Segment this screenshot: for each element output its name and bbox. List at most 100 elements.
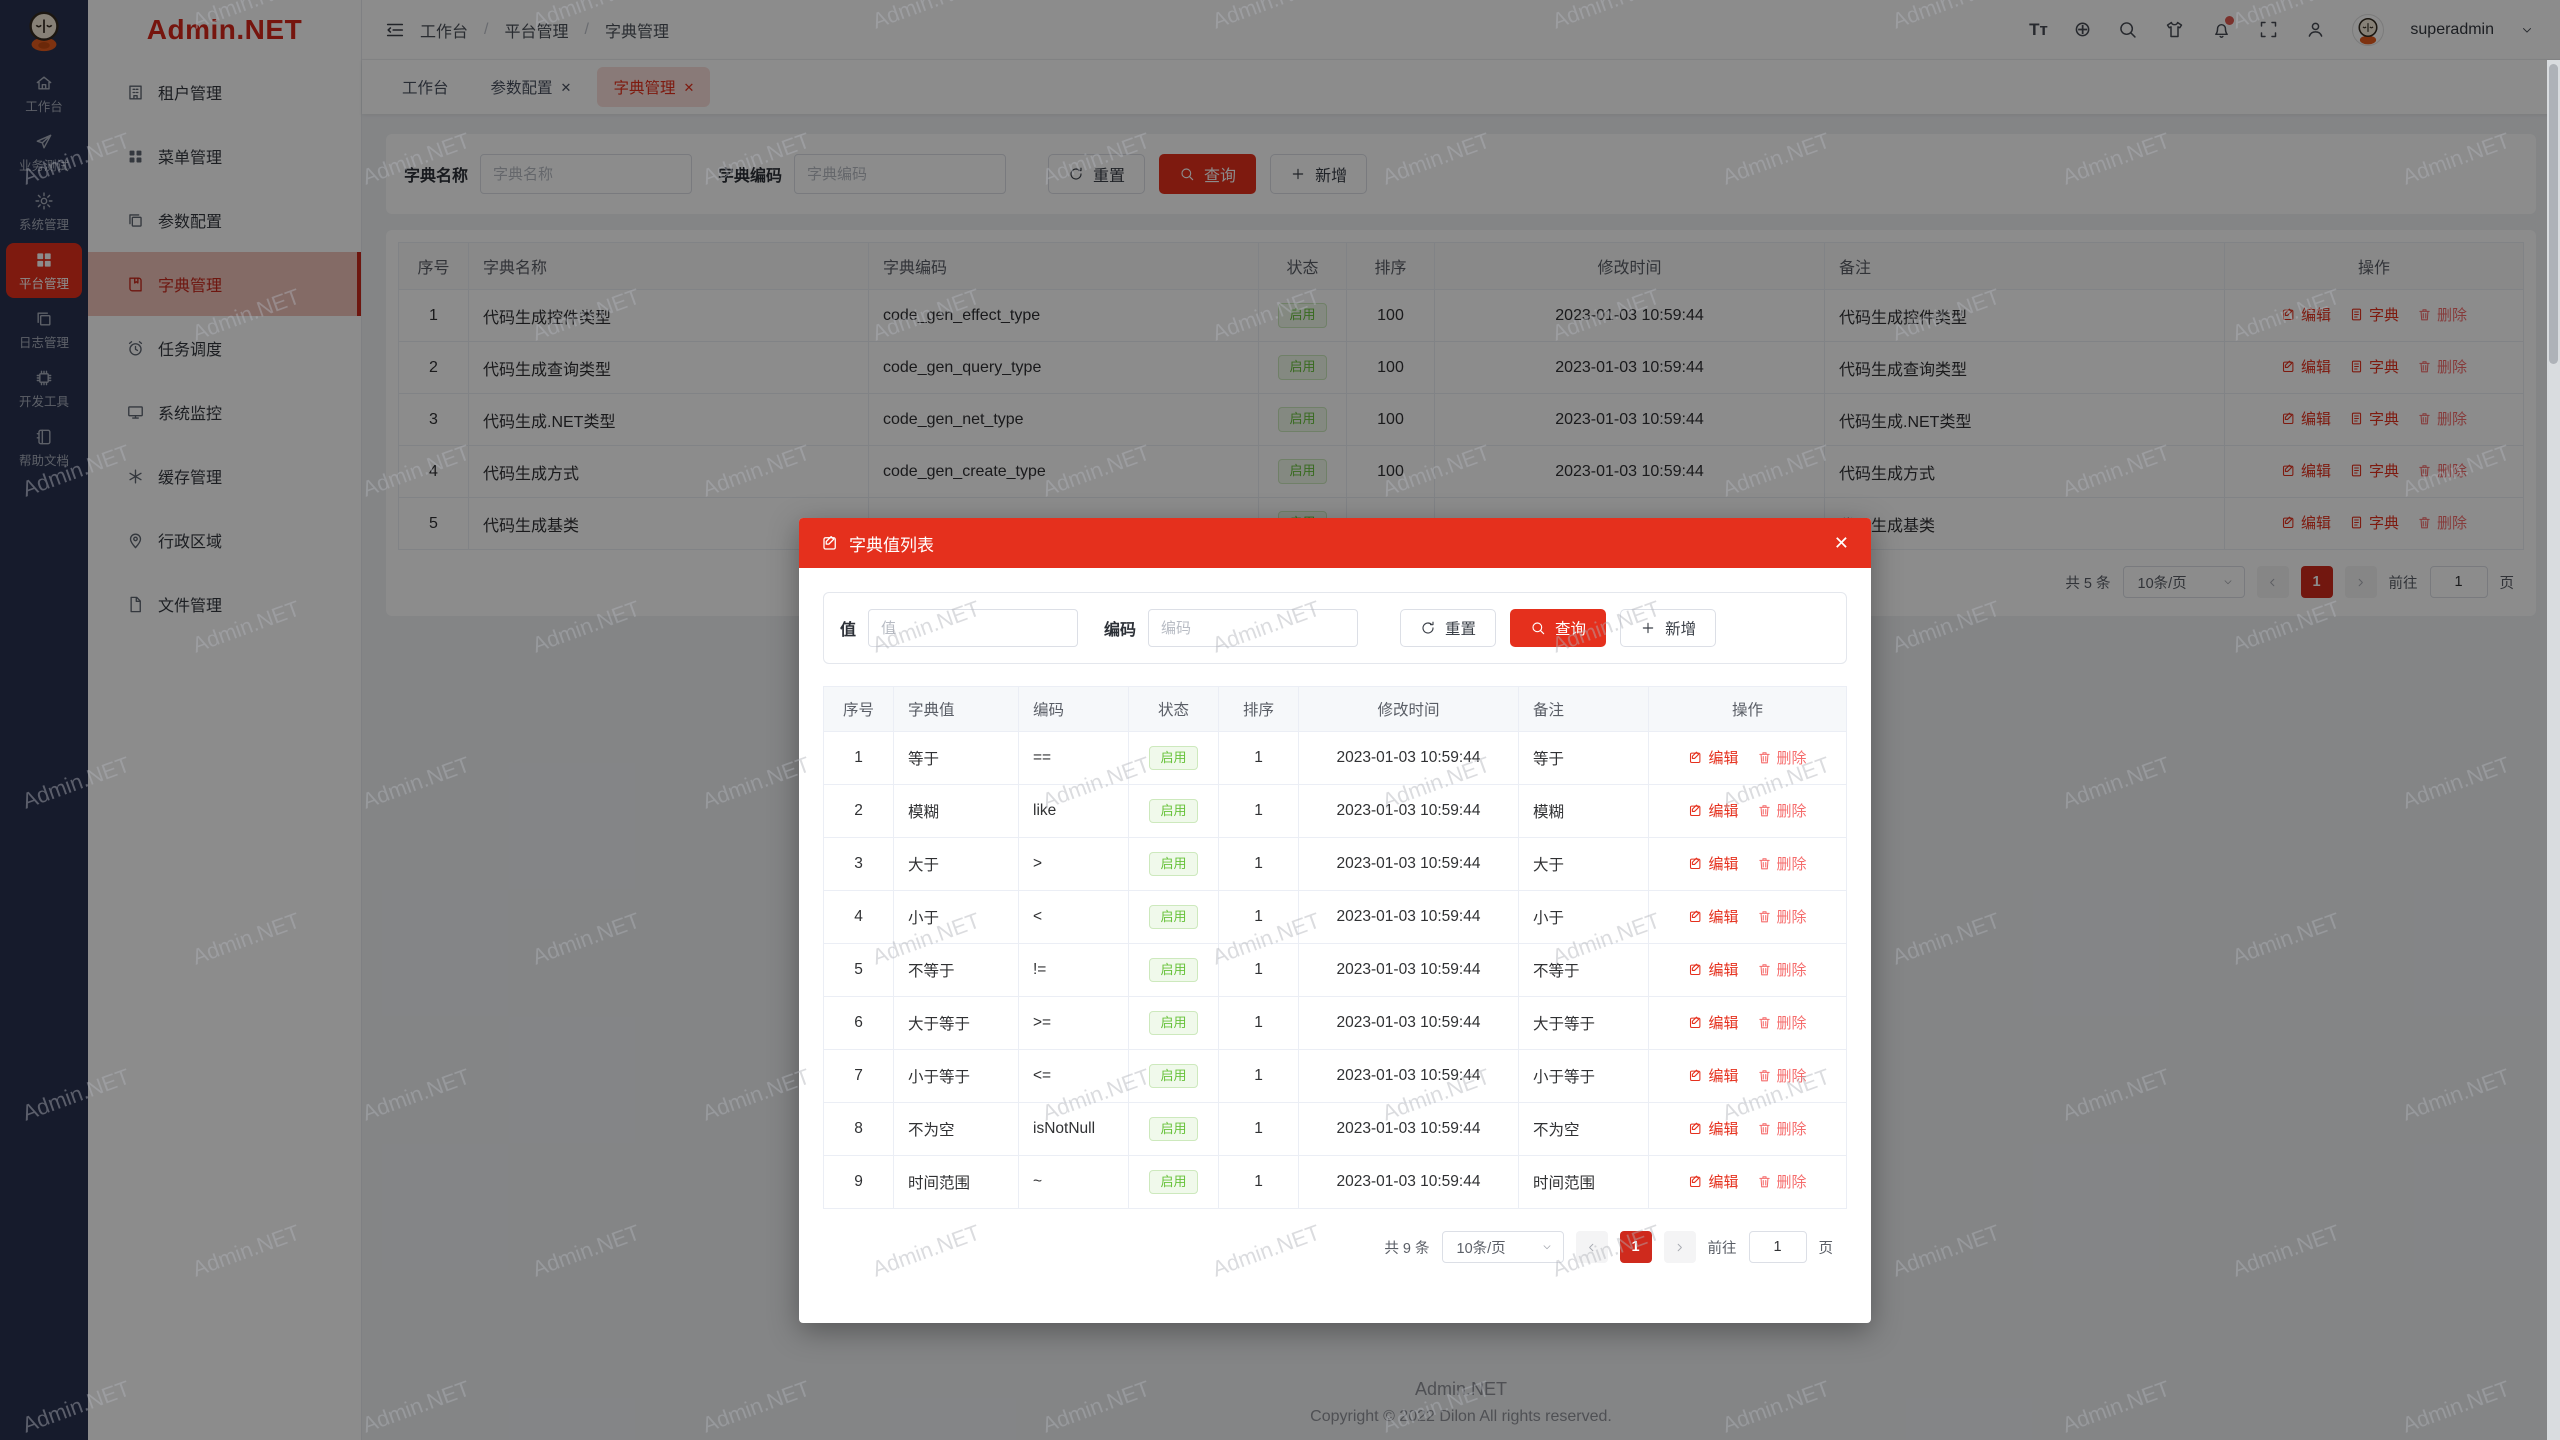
sidebar-item-task-schedule[interactable]: 任务调度 [88,316,361,380]
page-size-select[interactable]: 10条/页 [1441,1231,1564,1263]
sidebar-item-cache-mgmt[interactable]: 缓存管理 [88,444,361,508]
current-page-button[interactable]: 1 [1619,1231,1652,1263]
font-size-icon[interactable]: Tт [2029,19,2048,39]
user-icon[interactable] [2305,19,2326,40]
dict-name-input[interactable] [480,154,693,194]
delete-link[interactable]: 删除 [1757,959,1807,980]
edit-link[interactable]: 编辑 [1688,1012,1739,1033]
next-page-button[interactable] [2344,566,2377,598]
user-avatar[interactable] [2352,13,2385,46]
next-page-button[interactable] [1663,1231,1696,1263]
notification-bell-icon[interactable] [2211,16,2235,40]
language-icon[interactable]: ⊕ [2073,18,2092,41]
edit-link[interactable]: 编辑 [2281,512,2331,533]
rail-item-business-test[interactable]: 业务测试 [6,125,82,180]
tab-param-config[interactable]: 参数配置 ✕ [490,79,572,97]
delete-link[interactable]: 删除 [1757,906,1807,927]
breadcrumb-item[interactable]: 字典管理 [604,23,669,41]
query-button[interactable]: 查询 [1159,154,1257,194]
dict-link[interactable]: 字典 [2349,304,2399,325]
scrollbar-track[interactable] [2547,60,2560,1440]
dict-link[interactable]: 字典 [2349,356,2399,377]
edit-icon [1690,804,1701,816]
edit-link[interactable]: 编辑 [1688,747,1739,768]
current-page-button[interactable]: 1 [2300,566,2333,598]
edit-link[interactable]: 编辑 [1688,1171,1739,1192]
add-button[interactable]: 新增 [1270,154,1368,194]
edit-link[interactable]: 编辑 [1688,1118,1739,1139]
username[interactable]: superadmin [2410,20,2494,38]
prev-page-button[interactable] [2256,566,2289,598]
fullscreen-icon[interactable] [2258,19,2279,40]
delete-link[interactable]: 删除 [1757,1012,1807,1033]
dict-link[interactable]: 字典 [2349,408,2399,429]
tab-workbench[interactable]: 工作台 [402,80,449,97]
edit-link[interactable]: 编辑 [2281,356,2331,377]
tab-dict-mgmt[interactable]: 字典管理 ✕ [597,67,711,107]
delete-link[interactable]: 删除 [2417,460,2467,481]
sidebar-item-param-config[interactable]: 参数配置 [88,188,361,252]
sidebar-item-menu-mgmt[interactable]: 菜单管理 [88,124,361,188]
edit-link[interactable]: 编辑 [1688,800,1739,821]
prev-page-button[interactable] [1575,1231,1608,1263]
edit-link[interactable]: 编辑 [1688,959,1739,980]
close-icon[interactable]: ✕ [1833,532,1849,553]
rail-item-system-mgmt[interactable]: 系统管理 [6,184,82,239]
delete-link[interactable]: 删除 [1757,747,1807,768]
rail-item-workbench[interactable]: 工作台 [6,66,82,121]
sidebar-item-system-monitor[interactable]: 系统监控 [88,380,361,444]
reset-button[interactable]: 重置 [1048,154,1146,194]
value-input[interactable] [868,609,1079,647]
edit-link[interactable]: 编辑 [2281,460,2331,481]
breadcrumb-item[interactable]: 平台管理 [504,23,569,41]
sidebar-item-tenant-mgmt[interactable]: 租户管理 [88,60,361,124]
scrollbar-thumb[interactable] [2549,64,2558,364]
goto-page-input[interactable] [2429,566,2488,598]
delete-link[interactable]: 删除 [1757,1171,1807,1192]
modal-add-button[interactable]: 新增 [1620,609,1717,647]
close-icon[interactable]: ✕ [560,79,572,95]
status-badge: 启用 [1149,957,1198,983]
rail-item-log-mgmt[interactable]: 日志管理 [6,302,82,357]
modal-reset-button[interactable]: 重置 [1400,609,1497,647]
page-size-select[interactable]: 10条/页 [2122,566,2245,598]
dict-link[interactable]: 字典 [2349,460,2399,481]
modal-query-button[interactable]: 查询 [1510,609,1607,647]
rail-item-dev-tools[interactable]: 开发工具 [6,361,82,416]
menu-fold-icon[interactable] [384,19,406,41]
theme-shirt-icon[interactable] [2164,19,2185,40]
goto-page-input[interactable] [1748,1231,1807,1263]
dict-code-input[interactable] [794,154,1007,194]
search-icon[interactable] [2117,19,2138,40]
delete-link[interactable]: 删除 [2417,304,2467,325]
status-badge: 启用 [1149,1116,1198,1142]
chevron-down-icon[interactable] [2520,23,2534,37]
edit-link[interactable]: 编辑 [1688,853,1739,874]
delete-link[interactable]: 删除 [2417,356,2467,377]
app-logo-mascot[interactable] [21,8,67,54]
close-icon[interactable]: ✕ [683,79,695,95]
edit-link[interactable]: 编辑 [1688,1065,1739,1086]
breadcrumb-item[interactable]: 工作台 [420,23,469,41]
edit-link[interactable]: 编辑 [2281,304,2331,325]
status-badge: 启用 [1149,1169,1198,1195]
dict-link[interactable]: 字典 [2349,512,2399,533]
delete-link[interactable]: 删除 [1757,800,1807,821]
delete-link[interactable]: 删除 [1757,853,1807,874]
delete-link[interactable]: 删除 [1757,1118,1807,1139]
code-input[interactable] [1148,609,1359,647]
delete-link[interactable]: 删除 [1757,1065,1807,1086]
sidebar-item-dict-mgmt[interactable]: 字典管理 [88,252,361,316]
rail-item-platform-mgmt[interactable]: 平台管理 [6,243,82,298]
delete-link[interactable]: 删除 [2417,512,2467,533]
edit-link[interactable]: 编辑 [1688,906,1739,927]
doc-icon [2351,412,2362,425]
delete-link[interactable]: 删除 [2417,408,2467,429]
page-footer: Admin.NET Copyright © 2022 Dilon All rig… [362,1379,2560,1426]
sidebar-item-file-mgmt[interactable]: 文件管理 [88,572,361,636]
rail-item-help-docs[interactable]: 帮助文档 [6,420,82,475]
edit-link[interactable]: 编辑 [2281,408,2331,429]
modal-header: 字典值列表 ✕ [799,518,1871,568]
table-row: 7 小于等于 <= 启用 1 2023-01-03 10:59:44 小于等于 编辑 删除 [823,1049,1847,1103]
sidebar-item-admin-region[interactable]: 行政区域 [88,508,361,572]
